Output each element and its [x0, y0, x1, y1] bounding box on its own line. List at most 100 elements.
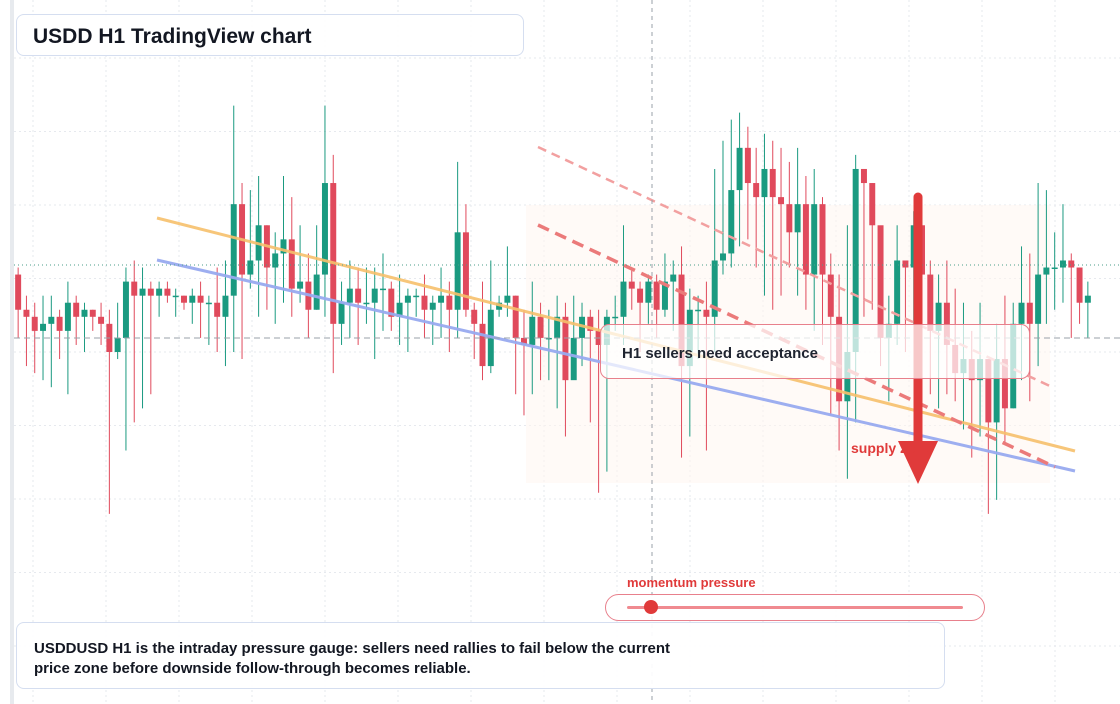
- candle-body: [612, 316, 619, 319]
- candle-body: [321, 183, 328, 275]
- candle: [164, 281, 171, 303]
- candle: [363, 267, 370, 324]
- candle-body: [189, 295, 196, 303]
- candle: [736, 112, 743, 247]
- candle: [380, 253, 386, 331]
- candle: [778, 147, 785, 296]
- candle-body: [297, 281, 304, 289]
- chart-title-panel: USDD H1 TradingView chart: [16, 14, 524, 56]
- candle-body: [529, 316, 536, 345]
- candle: [230, 105, 237, 352]
- candle-body: [371, 288, 378, 303]
- candle-body: [877, 225, 884, 338]
- candle: [122, 267, 129, 451]
- candle: [1084, 281, 1091, 338]
- candle: [487, 260, 494, 374]
- candle: [720, 140, 726, 275]
- candle-body: [56, 316, 63, 331]
- candle-body: [985, 359, 992, 423]
- candle: [479, 281, 486, 381]
- candle-body: [695, 309, 702, 312]
- candle-body: [380, 288, 386, 291]
- candle: [802, 176, 809, 310]
- candle-body: [197, 295, 204, 303]
- candle-body: [819, 204, 826, 275]
- candle: [454, 161, 461, 338]
- left-border: [10, 0, 14, 704]
- candle: [255, 176, 262, 317]
- candle-body: [454, 232, 461, 310]
- candle: [819, 197, 826, 345]
- candle: [471, 302, 478, 360]
- candle: [239, 183, 246, 360]
- momentum-gauge[interactable]: [605, 594, 985, 621]
- candle-body: [15, 274, 22, 310]
- candle-body: [894, 260, 901, 324]
- candle: [189, 288, 196, 324]
- candle-body: [1026, 302, 1033, 324]
- candle: [106, 309, 113, 514]
- candle: [761, 133, 768, 296]
- candle-body: [1076, 267, 1083, 303]
- candle: [222, 260, 229, 367]
- candle: [346, 260, 353, 338]
- candle-body: [720, 253, 726, 261]
- candle-body: [902, 260, 909, 268]
- candle: [197, 281, 204, 338]
- candle-body: [40, 323, 47, 331]
- candle-body: [1035, 274, 1042, 324]
- candle-body: [620, 281, 627, 317]
- candle: [504, 246, 511, 317]
- candle: [338, 281, 345, 345]
- candle-body: [181, 295, 187, 303]
- candle-body: [1043, 267, 1050, 275]
- candle-body: [404, 295, 411, 303]
- candle: [139, 267, 146, 409]
- candle-body: [736, 147, 743, 191]
- candle: [172, 288, 179, 317]
- candle-body: [786, 204, 793, 233]
- candle-body: [678, 274, 685, 367]
- candle-body: [230, 204, 237, 296]
- momentum-track: [627, 606, 963, 609]
- candle: [728, 119, 735, 268]
- candle: [297, 225, 304, 303]
- candle-body: [1084, 295, 1091, 303]
- candle: [1051, 232, 1058, 310]
- candle: [181, 295, 187, 310]
- candle: [794, 147, 801, 296]
- momentum-knob[interactable]: [643, 600, 658, 614]
- candle-body: [205, 302, 212, 305]
- candle-body: [653, 281, 660, 310]
- candle: [438, 267, 445, 338]
- candle-body: [471, 309, 478, 324]
- candle: [786, 161, 793, 268]
- candle-body: [89, 309, 96, 317]
- candle-body: [147, 288, 154, 296]
- candle: [205, 295, 212, 345]
- candle-body: [827, 274, 834, 317]
- candle-body: [172, 295, 179, 298]
- candle-body: [479, 323, 486, 367]
- candle-body: [628, 281, 635, 289]
- candle: [429, 295, 436, 345]
- candle-body: [811, 204, 818, 275]
- candle: [396, 274, 403, 345]
- candle: [40, 295, 47, 381]
- candle-body: [993, 359, 1000, 423]
- candle-body: [413, 295, 420, 298]
- candle: [48, 295, 55, 388]
- candle: [1076, 267, 1083, 324]
- candle-body: [728, 190, 735, 254]
- candle-body: [1051, 267, 1058, 270]
- candle: [263, 225, 270, 310]
- candle-body: [31, 316, 38, 331]
- candle-body: [504, 295, 511, 303]
- candle-body: [512, 295, 519, 338]
- candle: [512, 295, 519, 395]
- candle-body: [703, 309, 710, 317]
- candle-body: [562, 316, 569, 381]
- chart-title: USDD H1 TradingView chart: [33, 25, 312, 48]
- candle-body: [744, 147, 751, 184]
- candle-body: [446, 295, 453, 310]
